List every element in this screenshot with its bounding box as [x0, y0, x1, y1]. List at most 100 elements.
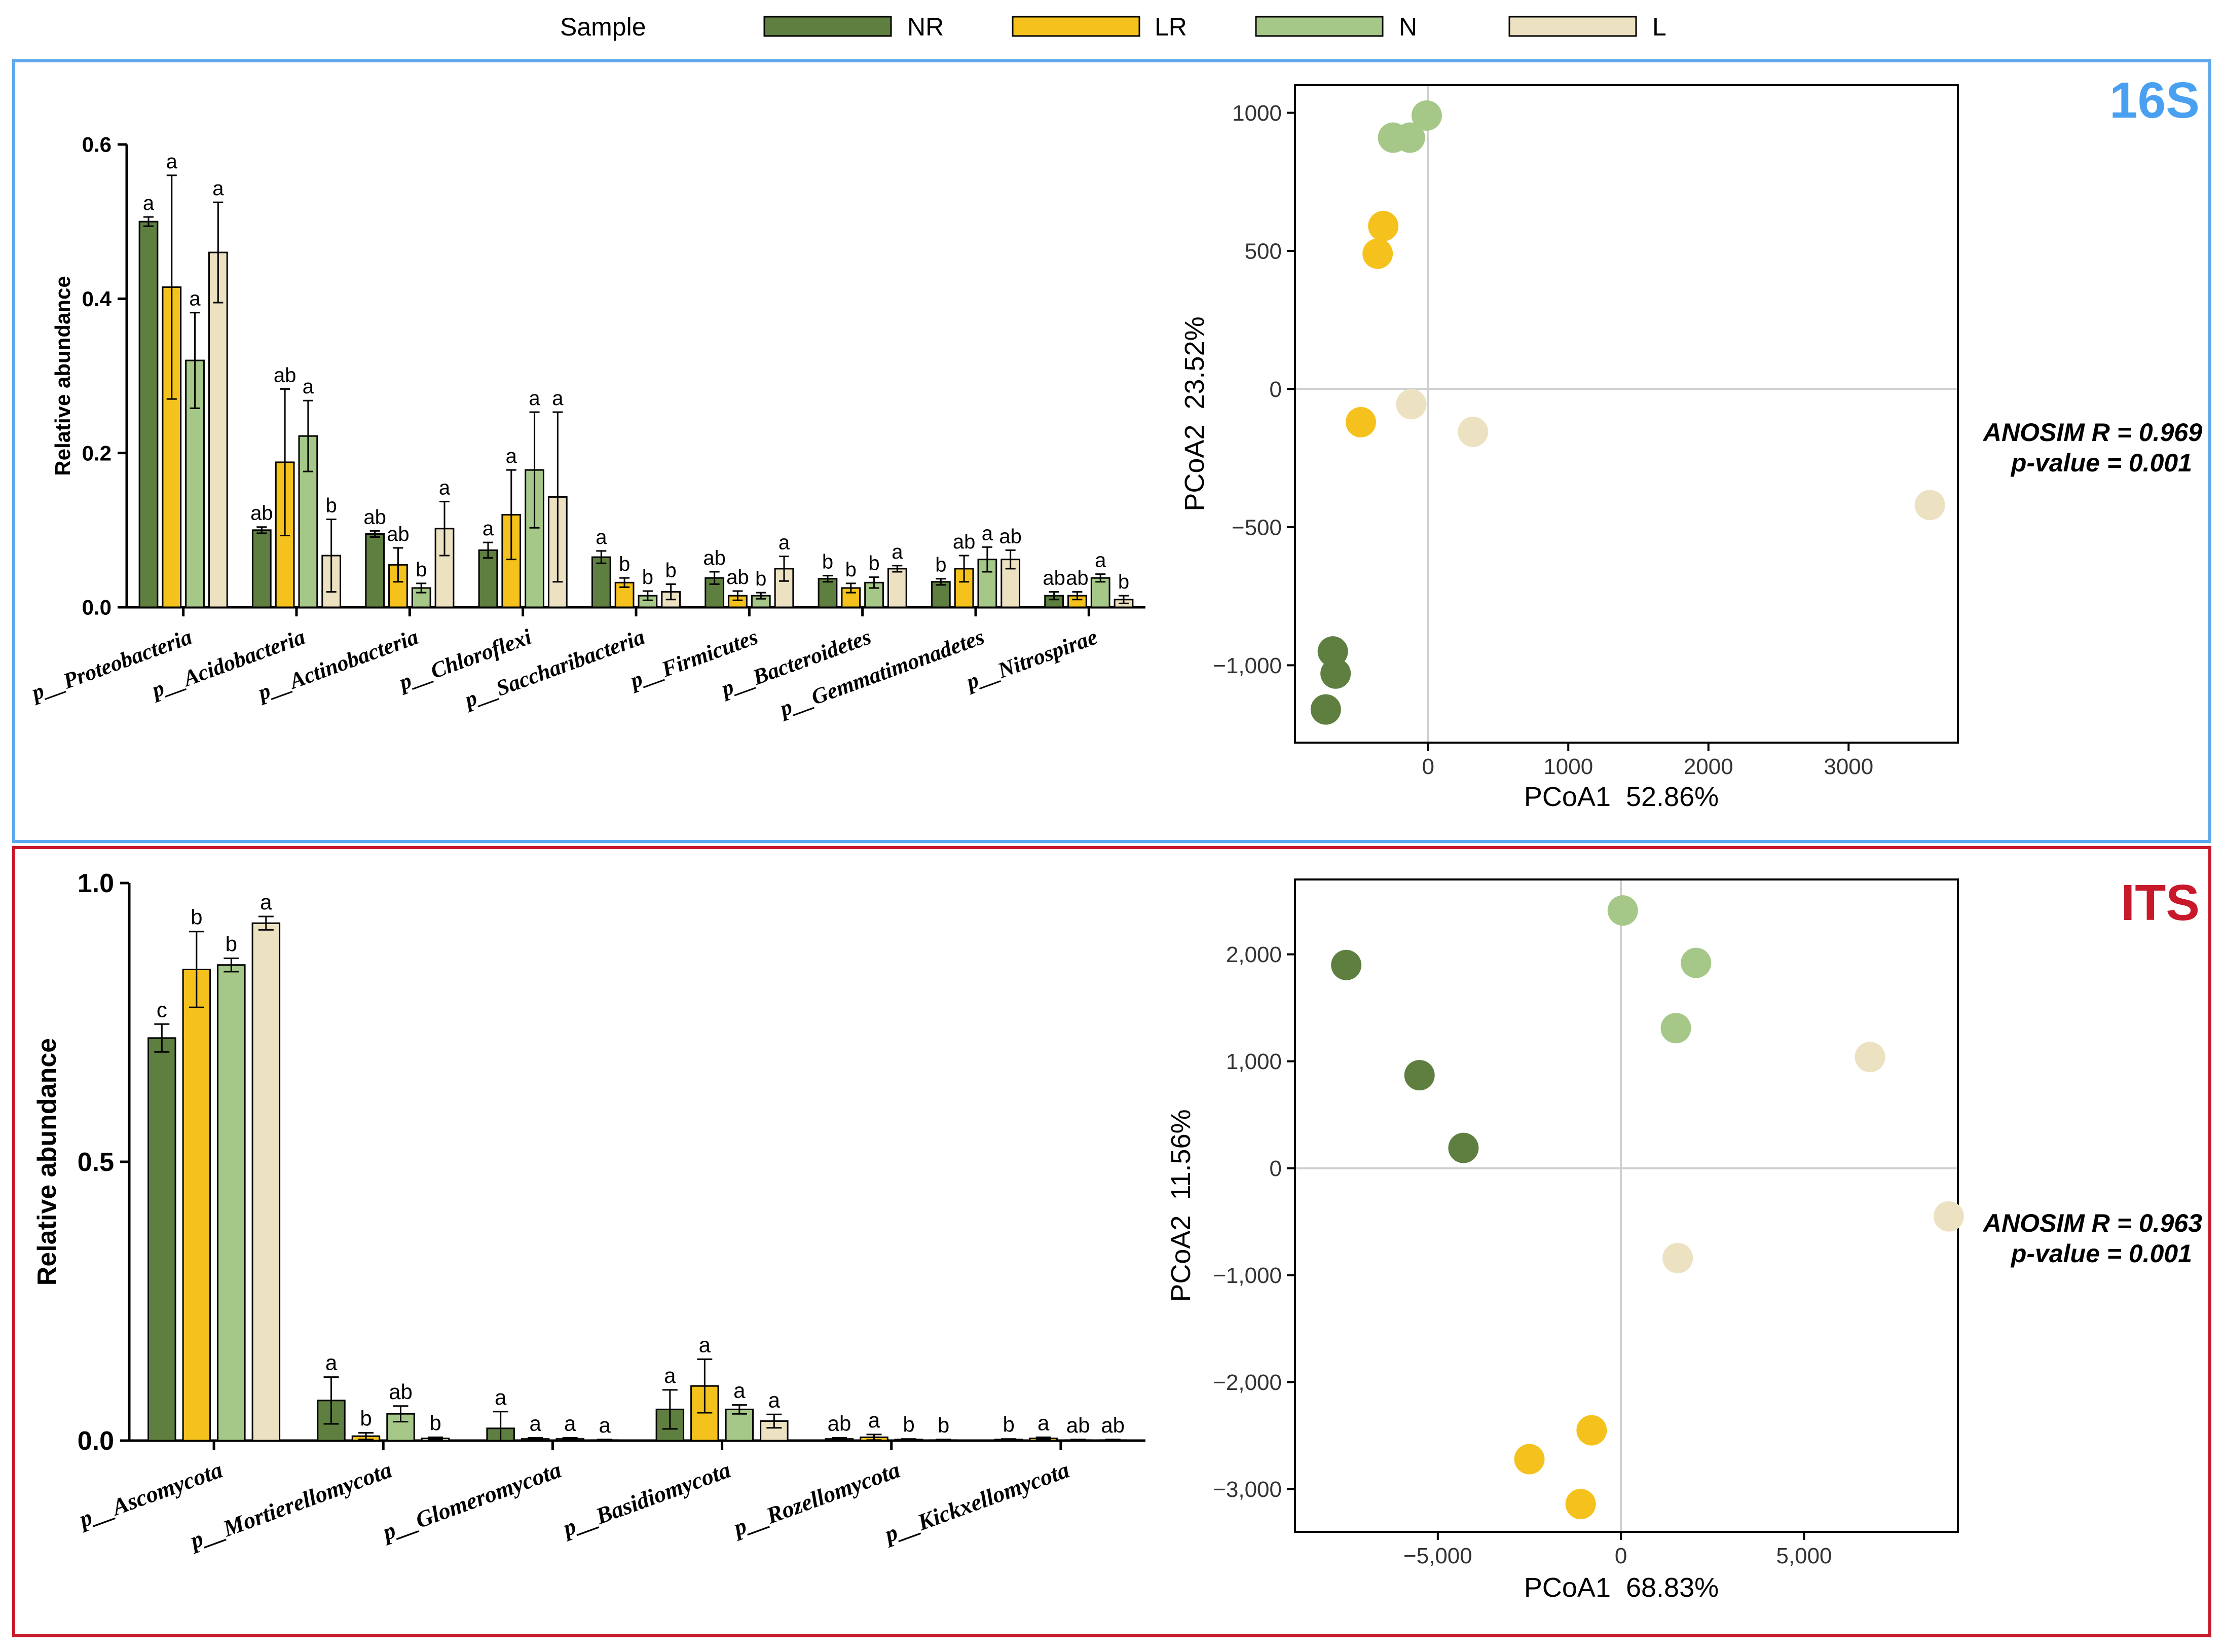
significance-letter: b [1118, 571, 1129, 593]
y-tick-label: 0.0 [82, 596, 112, 619]
legend-title: Sample [560, 13, 646, 41]
significance-letter: a [529, 1412, 541, 1436]
y-tick-label: 1.0 [78, 869, 114, 898]
legend-swatch-lr [1012, 16, 1140, 37]
significance-letter: a [1037, 1411, 1050, 1435]
x-tick-label: 5,000 [1776, 1544, 1832, 1568]
y-axis-label: PCoA2 11.56% [1166, 1109, 1196, 1302]
y-tick-label: 2,000 [1226, 942, 1282, 967]
bar-n-bacteroidetes [864, 581, 884, 608]
significance-letter: b [665, 559, 677, 581]
significance-letter: a [495, 1385, 507, 1409]
significance-letter: ab [363, 506, 386, 528]
significance-letter: a [768, 1388, 781, 1412]
significance-letter: b [429, 1411, 441, 1435]
x-axis-label: PCoA1 52.86% [1524, 782, 1719, 812]
point-nr [1317, 636, 1348, 667]
legend-item-n: N [1255, 13, 1417, 41]
bar-n-ascomycota [217, 964, 246, 1442]
significance-letter: b [935, 554, 946, 576]
point-l [1396, 389, 1427, 420]
significance-letter: b [755, 568, 766, 590]
significance-letter: a [325, 1351, 338, 1375]
y-axis-label: PCoA2 23.52% [1179, 316, 1210, 511]
bar-lr-proteobacteria [162, 286, 182, 608]
x-tick-label: 1000 [1543, 754, 1593, 779]
point-nr [1448, 1132, 1479, 1163]
y-tick-label: 500 [1245, 239, 1282, 264]
significance-letter: a [303, 376, 314, 398]
x-axis-label: PCoA1 68.83% [1524, 1572, 1719, 1603]
significance-letter: b [903, 1413, 914, 1437]
significance-letter: a [483, 518, 494, 540]
significance-letter: b [326, 495, 337, 517]
legend-swatch-l [1508, 16, 1637, 37]
pcoa-chart-its: −5,000 0 5,000 −3,000 −2,000 −1,000 0 1,000 2,00… [1166, 878, 1964, 1603]
significance-letter: ab [1066, 1413, 1090, 1437]
legend-item-lr: LR [1012, 13, 1187, 41]
bar-nr-chloroflexi [478, 549, 498, 608]
y-tick-label: 1,000 [1226, 1049, 1282, 1074]
bar-nr-proteobacteria [138, 221, 159, 608]
significance-letter: a [699, 1333, 711, 1356]
category-label-basidiomycota: p__Basidiomycota [558, 1456, 734, 1541]
significance-letter: ab [1101, 1413, 1125, 1437]
anosim-its-r: ANOSIM R = 0.963 [1982, 1209, 2202, 1237]
significance-letter: a [439, 477, 451, 499]
significance-letter: b [822, 551, 833, 573]
category-label-glomeromycota: p__Glomeromycota [377, 1456, 564, 1546]
category-label-kickxellomycota: p__Kickxellomycota [879, 1456, 1072, 1548]
legend-item-nr: NR [763, 13, 944, 41]
bar-l-bacteroidetes [887, 568, 907, 608]
point-l [1933, 1201, 1964, 1232]
point-lr [1514, 1444, 1545, 1475]
anosim-16s-r: ANOSIM R = 0.969 [1982, 418, 2202, 447]
y-tick-label: 0.6 [82, 133, 112, 157]
anosim-16s-p: p-value = 0.001 [2010, 449, 2192, 477]
y-tick-label: 0.5 [78, 1148, 114, 1177]
panel-its-tag: ITS [2121, 874, 2200, 931]
significance-letter: a [166, 151, 178, 173]
point-n [1607, 895, 1638, 926]
significance-letter: a [506, 445, 517, 467]
significance-letter: ab [387, 523, 410, 545]
y-tick-label: 0.4 [82, 287, 112, 311]
point-n [1660, 1013, 1691, 1044]
y-tick-label: 1000 [1232, 101, 1282, 126]
legend-swatch-n [1255, 16, 1384, 37]
point-n [1411, 100, 1442, 131]
point-nr [1310, 694, 1341, 725]
category-label-saccharibacteria: p__Saccharibacteria [459, 624, 648, 713]
significance-letter: a [982, 522, 993, 544]
significance-letter: b [845, 559, 857, 581]
y-tick-label: −500 [1232, 515, 1282, 540]
legend-label-l: L [1652, 13, 1666, 41]
significance-letter: b [1003, 1413, 1014, 1437]
bar-nr-acidobacteria [251, 529, 272, 608]
significance-letter: ab [726, 566, 749, 589]
significance-letter: a [552, 387, 564, 410]
y-tick-label: 0.0 [78, 1426, 114, 1456]
legend-label-lr: LR [1155, 13, 1187, 41]
point-lr [1362, 238, 1393, 269]
point-lr [1368, 210, 1399, 241]
legend-item-l: L [1508, 13, 1666, 41]
significance-letter: b [642, 566, 653, 589]
point-lr [1565, 1489, 1596, 1520]
y-tick-label: 0 [1270, 1156, 1282, 1181]
legend: Sample NR LR N L [560, 13, 1666, 41]
point-nr [1320, 658, 1351, 689]
legend-swatch-nr [763, 16, 892, 37]
pcoa-chart-16s: 0 1000 2000 3000 −1,000 −500 0 500 1000 PCoA1 52.… [1179, 84, 1959, 812]
panel-its-frame [12, 846, 2211, 1637]
bar-nr-bacteroidetes [818, 578, 838, 608]
y-tick-label: −1,000 [1213, 653, 1282, 678]
point-n [1394, 122, 1425, 153]
significance-letter: ab [953, 531, 976, 553]
significance-letter: ab [389, 1380, 413, 1404]
significance-letter: a [189, 288, 201, 310]
significance-letter: a [664, 1364, 676, 1387]
significance-letter: c [157, 998, 167, 1021]
